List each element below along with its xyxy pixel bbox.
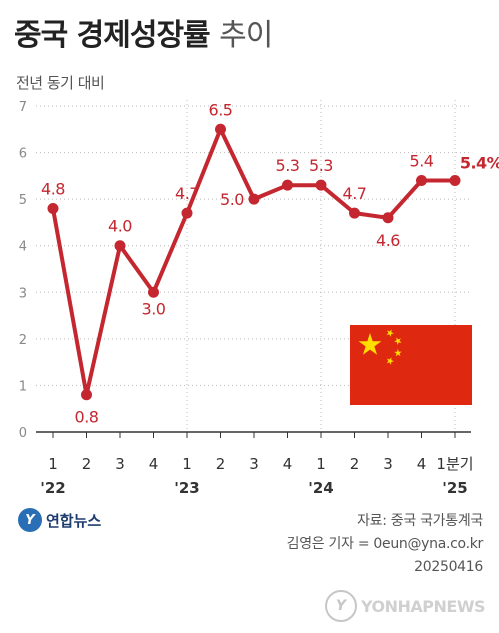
- data-point: [81, 389, 92, 401]
- data-point: [382, 212, 394, 224]
- author-text: 김영은 기자 = 0eun@yna.co.kr: [286, 536, 484, 552]
- data-label: 4.7: [343, 184, 367, 203]
- data-label: 4.6: [376, 231, 400, 250]
- data-label: 6.5: [209, 100, 233, 119]
- data-point: [315, 179, 327, 191]
- data-label: 5.3: [309, 156, 333, 175]
- credits: 자료: 중국 국가통계국 김영은 기자 = 0eun@yna.co.kr 202…: [286, 510, 484, 579]
- page-title: 중국 경제성장률 추이: [14, 10, 273, 54]
- data-point: [181, 207, 193, 219]
- x-tick-label: 3: [249, 455, 259, 473]
- data-label: 5.3: [276, 156, 300, 175]
- chart-subtitle: 전년 동기 대비: [16, 74, 105, 92]
- watermark-text: YONHAPNEWS: [361, 596, 486, 616]
- data-point: [349, 207, 360, 219]
- yonhap-logo-icon: Y: [18, 508, 42, 532]
- x-tick-label: 2: [216, 455, 226, 473]
- y-tick-label: 2: [19, 333, 27, 348]
- data-point: [114, 240, 126, 252]
- data-label: 3.0: [142, 299, 166, 318]
- data-label: 4.0: [108, 217, 132, 236]
- data-point: [449, 175, 461, 187]
- flag-star-icon: [386, 357, 394, 365]
- data-label: 5.4%: [460, 154, 499, 173]
- data-label: 5.0: [220, 190, 244, 209]
- y-tick-label: 7: [19, 100, 27, 115]
- data-point: [416, 175, 427, 187]
- watermark: Y YONHAPNEWS: [325, 590, 486, 622]
- brand-name: 연합뉴스: [46, 511, 102, 530]
- year-label: '25: [442, 479, 467, 497]
- title-light: 추이: [219, 18, 273, 53]
- data-label: 4.7: [175, 184, 199, 203]
- year-label: '24: [308, 479, 333, 497]
- x-tick-label: 3: [115, 455, 125, 473]
- data-point: [47, 202, 59, 214]
- data-point: [248, 193, 260, 205]
- y-tick-label: 5: [19, 193, 27, 208]
- date-text: 20250416: [414, 559, 483, 575]
- y-tick-label: 0: [19, 426, 27, 441]
- data-point: [148, 286, 159, 298]
- data-label: 4.8: [41, 179, 65, 198]
- data-label: 0.8: [75, 408, 99, 427]
- source-text: 자료: 중국 국가통계국: [357, 513, 483, 529]
- data-label: 5.4: [410, 152, 434, 171]
- x-tick-label: 3: [383, 455, 393, 473]
- year-label: '23: [174, 479, 199, 497]
- data-point: [282, 179, 293, 191]
- y-tick-label: 4: [19, 240, 27, 255]
- x-tick-label: 4: [283, 455, 293, 473]
- brand-logo: Y 연합뉴스: [18, 508, 101, 532]
- flag-star-icon: [394, 337, 402, 345]
- x-tick-label: 1분기: [436, 455, 473, 473]
- x-tick-label: 4: [417, 455, 427, 473]
- x-tick-label: 2: [350, 455, 360, 473]
- x-tick-label: 4: [149, 455, 159, 473]
- year-label: '22: [40, 479, 65, 497]
- x-tick-label: 1: [316, 455, 326, 473]
- flag-star-icon: [386, 329, 394, 337]
- y-tick-label: 1: [19, 379, 27, 394]
- x-tick-label: 1: [182, 455, 192, 473]
- watermark-logo-icon: Y: [325, 590, 357, 622]
- x-tick-label: 1: [48, 455, 58, 473]
- y-tick-label: 3: [19, 286, 27, 301]
- china-flag-icon: [350, 325, 472, 405]
- flag-star-icon: [394, 349, 402, 357]
- y-tick-label: 6: [19, 147, 27, 162]
- data-point: [215, 123, 226, 135]
- title-bold: 중국 경제성장률: [14, 18, 211, 53]
- x-tick-label: 2: [82, 455, 92, 473]
- flag-star-icon: [358, 333, 382, 355]
